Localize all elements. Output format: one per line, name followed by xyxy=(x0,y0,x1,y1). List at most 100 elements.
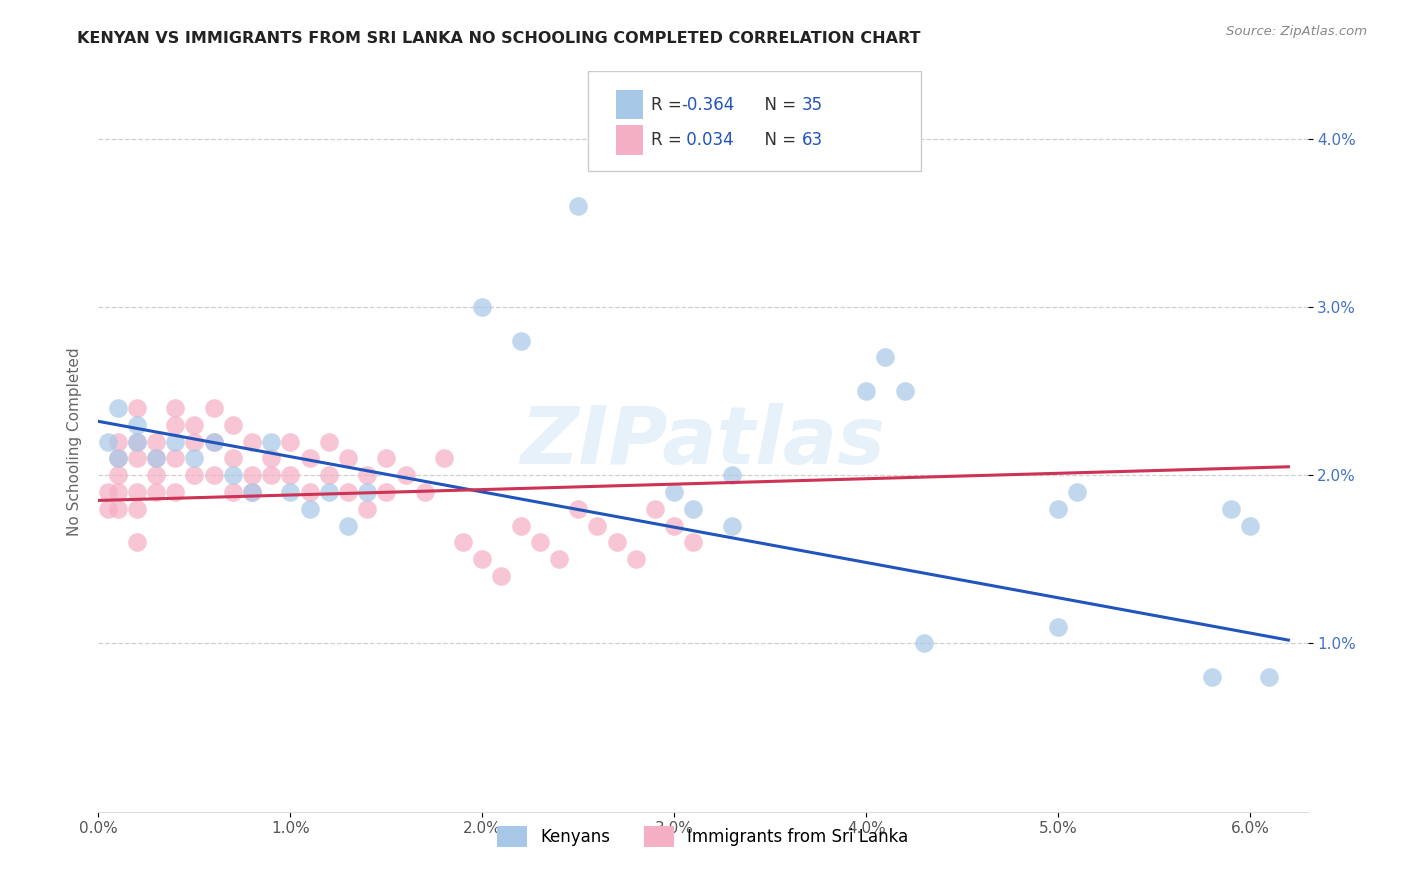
Point xyxy=(624,552,647,566)
Text: N =: N = xyxy=(754,131,801,149)
Point xyxy=(664,485,686,500)
Point xyxy=(240,485,263,500)
Point xyxy=(145,485,167,500)
Text: R =: R = xyxy=(651,131,692,149)
Point xyxy=(356,468,378,483)
Point xyxy=(260,468,283,483)
Point xyxy=(875,351,897,365)
Point xyxy=(97,434,120,449)
Point xyxy=(125,501,148,516)
Point xyxy=(260,451,283,466)
Point xyxy=(222,468,245,483)
Point xyxy=(682,501,704,516)
Point xyxy=(375,451,398,466)
Point xyxy=(280,468,302,483)
Point xyxy=(280,434,302,449)
Text: KENYAN VS IMMIGRANTS FROM SRI LANKA NO SCHOOLING COMPLETED CORRELATION CHART: KENYAN VS IMMIGRANTS FROM SRI LANKA NO S… xyxy=(77,31,921,46)
Point xyxy=(1047,501,1070,516)
Point xyxy=(183,434,205,449)
Point xyxy=(720,468,742,483)
Point xyxy=(165,401,187,415)
Text: N =: N = xyxy=(754,95,801,113)
Point xyxy=(145,451,167,466)
Point xyxy=(1066,485,1088,500)
Point xyxy=(509,334,531,348)
Point xyxy=(183,468,205,483)
Point xyxy=(183,417,205,432)
Point xyxy=(222,451,245,466)
Point xyxy=(107,401,129,415)
Point xyxy=(202,434,225,449)
Point xyxy=(318,485,340,500)
Point xyxy=(491,569,513,583)
Point xyxy=(125,401,148,415)
Point xyxy=(125,434,148,449)
Point xyxy=(125,535,148,549)
Text: 63: 63 xyxy=(803,131,824,149)
Point xyxy=(644,501,666,516)
Point xyxy=(1201,670,1223,684)
FancyBboxPatch shape xyxy=(616,90,643,120)
Point xyxy=(222,485,245,500)
Point xyxy=(1258,670,1281,684)
Point xyxy=(107,451,129,466)
Point xyxy=(125,451,148,466)
Point xyxy=(318,434,340,449)
Point xyxy=(125,417,148,432)
Legend: Kenyans, Immigrants from Sri Lanka: Kenyans, Immigrants from Sri Lanka xyxy=(491,819,915,854)
Point xyxy=(336,451,359,466)
Point xyxy=(336,485,359,500)
Point xyxy=(125,434,148,449)
Point xyxy=(1047,619,1070,633)
Point xyxy=(260,434,283,449)
Point xyxy=(1239,518,1261,533)
Point xyxy=(107,501,129,516)
Point xyxy=(1219,501,1241,516)
Point xyxy=(451,535,474,549)
Point xyxy=(97,485,120,500)
Point xyxy=(165,451,187,466)
Point xyxy=(471,552,494,566)
Point xyxy=(356,485,378,500)
Point xyxy=(107,468,129,483)
Point xyxy=(165,485,187,500)
Point xyxy=(240,485,263,500)
Point xyxy=(336,518,359,533)
Text: R =: R = xyxy=(651,95,688,113)
Point xyxy=(394,468,416,483)
Point xyxy=(107,451,129,466)
Point xyxy=(682,535,704,549)
Point xyxy=(183,451,205,466)
Point xyxy=(202,434,225,449)
Point xyxy=(720,518,742,533)
Point xyxy=(202,468,225,483)
Point xyxy=(606,535,628,549)
Point xyxy=(375,485,398,500)
Point xyxy=(548,552,571,566)
Point xyxy=(145,468,167,483)
Point xyxy=(855,384,877,398)
Point xyxy=(145,451,167,466)
Point xyxy=(165,417,187,432)
Point xyxy=(240,434,263,449)
Point xyxy=(567,501,589,516)
Point xyxy=(356,501,378,516)
Text: ZIPatlas: ZIPatlas xyxy=(520,402,886,481)
Point xyxy=(222,417,245,432)
Text: 0.034: 0.034 xyxy=(682,131,734,149)
Point xyxy=(586,518,609,533)
Point xyxy=(280,485,302,500)
Point xyxy=(567,199,589,213)
Point xyxy=(202,401,225,415)
Point xyxy=(471,300,494,314)
Point xyxy=(107,434,129,449)
Y-axis label: No Schooling Completed: No Schooling Completed xyxy=(66,347,82,536)
Point xyxy=(298,451,321,466)
Point xyxy=(318,468,340,483)
Point xyxy=(240,468,263,483)
Point xyxy=(509,518,531,533)
Text: Source: ZipAtlas.com: Source: ZipAtlas.com xyxy=(1226,25,1367,38)
Text: 35: 35 xyxy=(803,95,824,113)
FancyBboxPatch shape xyxy=(616,126,643,155)
Point xyxy=(912,636,935,650)
